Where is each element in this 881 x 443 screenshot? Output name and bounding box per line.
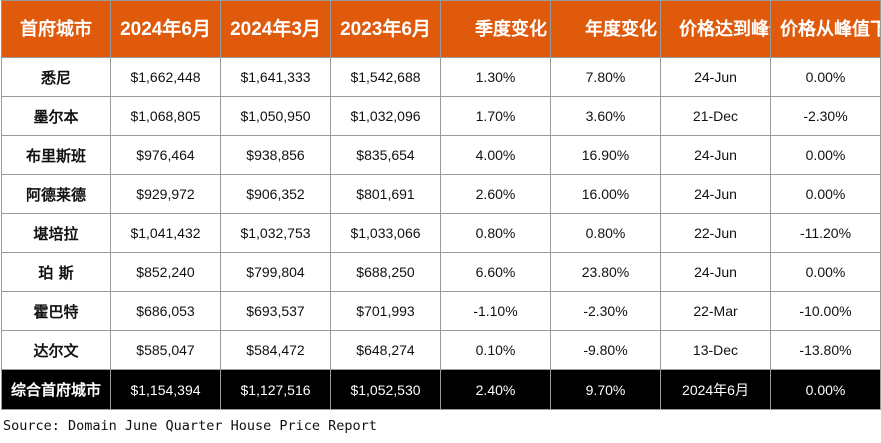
- header-city: 首府城市: [1, 0, 111, 58]
- annual-change-cell: 16.00%: [550, 174, 661, 214]
- house-price-table: 首府城市 2024年6月 2024年3月 2023年6月 季度变化 年度变化 价…: [1, 0, 881, 410]
- total-peak-date-cell: 2024年6月: [660, 369, 771, 410]
- from-peak-cell: -2.30%: [770, 96, 881, 136]
- header-mar-2024: 2024年3月: [220, 0, 331, 58]
- mar-2024-cell: $693,537: [220, 291, 331, 331]
- jun-2024-cell: $976,464: [110, 135, 221, 175]
- total-row: 综合首府城市 $1,154,394 $1,127,516 $1,052,530 2.40…: [1, 369, 881, 410]
- city-cell: 悉尼: [1, 57, 111, 97]
- jun-2023-cell: $648,274: [330, 330, 441, 370]
- peak-date-cell: 22-Jun: [660, 213, 771, 253]
- peak-date-cell: 21-Dec: [660, 96, 771, 136]
- total-from-peak-cell: 0.00%: [770, 369, 881, 410]
- header-from-peak: 价格从峰值下降: [770, 0, 881, 58]
- city-cell: 霍巴特: [1, 291, 111, 331]
- total-jun-2023-cell: $1,052,530: [330, 369, 441, 410]
- table-row: 阿德莱德 $929,972 $906,352 $801,691 2.60% 16.00% 2…: [1, 174, 881, 214]
- annual-change-cell: 3.60%: [550, 96, 661, 136]
- header-annual-change: 年度变化: [550, 0, 661, 58]
- jun-2024-cell: $852,240: [110, 252, 221, 292]
- annual-change-cell: 7.80%: [550, 57, 661, 97]
- from-peak-cell: -13.80%: [770, 330, 881, 370]
- jun-2024-cell: $1,662,448: [110, 57, 221, 97]
- jun-2023-cell: $801,691: [330, 174, 441, 214]
- table-row: 霍巴特 $686,053 $693,537 $701,993 -1.10% -2.30% 2…: [1, 291, 881, 331]
- quarterly-change-cell: 6.60%: [440, 252, 551, 292]
- table-row: 悉尼 $1,662,448 $1,641,333 $1,542,688 1.30% 7.8…: [1, 57, 881, 97]
- from-peak-cell: 0.00%: [770, 174, 881, 214]
- total-mar-2024-cell: $1,127,516: [220, 369, 331, 410]
- city-cell: 阿德莱德: [1, 174, 111, 214]
- jun-2024-cell: $1,041,432: [110, 213, 221, 253]
- jun-2023-cell: $688,250: [330, 252, 441, 292]
- from-peak-cell: 0.00%: [770, 57, 881, 97]
- from-peak-cell: -10.00%: [770, 291, 881, 331]
- jun-2024-cell: $929,972: [110, 174, 221, 214]
- table-body: 悉尼 $1,662,448 $1,641,333 $1,542,688 1.30% 7.8…: [1, 57, 881, 410]
- from-peak-cell: 0.00%: [770, 252, 881, 292]
- annual-change-cell: 16.90%: [550, 135, 661, 175]
- peak-date-cell: 13-Dec: [660, 330, 771, 370]
- from-peak-cell: -11.20%: [770, 213, 881, 253]
- jun-2023-cell: $1,033,066: [330, 213, 441, 253]
- table-row: 堪培拉 $1,041,432 $1,032,753 $1,033,066 0.80% 0.…: [1, 213, 881, 253]
- quarterly-change-cell: 0.80%: [440, 213, 551, 253]
- header-peak-date: 价格达到峰值: [660, 0, 771, 58]
- total-city-cell: 综合首府城市: [1, 369, 111, 410]
- table-row: 墨尔本 $1,068,805 $1,050,950 $1,032,096 1.70% 3.…: [1, 96, 881, 136]
- quarterly-change-cell: 1.30%: [440, 57, 551, 97]
- from-peak-cell: 0.00%: [770, 135, 881, 175]
- jun-2024-cell: $686,053: [110, 291, 221, 331]
- annual-change-cell: 23.80%: [550, 252, 661, 292]
- table-row: 达尔文 $585,047 $584,472 $648,274 0.10% -9.80% 13…: [1, 330, 881, 370]
- peak-date-cell: 24-Jun: [660, 174, 771, 214]
- quarterly-change-cell: 1.70%: [440, 96, 551, 136]
- source-note: Source: Domain June Quarter House Price …: [3, 418, 377, 434]
- mar-2024-cell: $1,641,333: [220, 57, 331, 97]
- annual-change-cell: 0.80%: [550, 213, 661, 253]
- quarterly-change-cell: 0.10%: [440, 330, 551, 370]
- table-row: 布里斯班 $976,464 $938,856 $835,654 4.00% 16.90% 2…: [1, 135, 881, 175]
- jun-2023-cell: $1,032,096: [330, 96, 441, 136]
- total-quarterly-change-cell: 2.40%: [440, 369, 551, 410]
- quarterly-change-cell: -1.10%: [440, 291, 551, 331]
- total-jun-2024-cell: $1,154,394: [110, 369, 221, 410]
- table-row: 珀 斯 $852,240 $799,804 $688,250 6.60% 23.80% 24…: [1, 252, 881, 292]
- header-quarterly-change: 季度变化: [440, 0, 551, 58]
- peak-date-cell: 24-Jun: [660, 135, 771, 175]
- jun-2023-cell: $835,654: [330, 135, 441, 175]
- jun-2023-cell: $701,993: [330, 291, 441, 331]
- annual-change-cell: -9.80%: [550, 330, 661, 370]
- header-jun-2024: 2024年6月: [110, 0, 221, 58]
- mar-2024-cell: $1,032,753: [220, 213, 331, 253]
- header-jun-2023: 2023年6月: [330, 0, 441, 58]
- jun-2024-cell: $585,047: [110, 330, 221, 370]
- jun-2024-cell: $1,068,805: [110, 96, 221, 136]
- mar-2024-cell: $906,352: [220, 174, 331, 214]
- peak-date-cell: 22-Mar: [660, 291, 771, 331]
- jun-2023-cell: $1,542,688: [330, 57, 441, 97]
- peak-date-cell: 24-Jun: [660, 252, 771, 292]
- mar-2024-cell: $938,856: [220, 135, 331, 175]
- quarterly-change-cell: 4.00%: [440, 135, 551, 175]
- header-row: 首府城市 2024年6月 2024年3月 2023年6月 季度变化 年度变化 价…: [1, 0, 881, 58]
- quarterly-change-cell: 2.60%: [440, 174, 551, 214]
- mar-2024-cell: $1,050,950: [220, 96, 331, 136]
- total-annual-change-cell: 9.70%: [550, 369, 661, 410]
- mar-2024-cell: $584,472: [220, 330, 331, 370]
- city-cell: 堪培拉: [1, 213, 111, 253]
- city-cell: 布里斯班: [1, 135, 111, 175]
- mar-2024-cell: $799,804: [220, 252, 331, 292]
- peak-date-cell: 24-Jun: [660, 57, 771, 97]
- city-cell: 达尔文: [1, 330, 111, 370]
- city-cell: 墨尔本: [1, 96, 111, 136]
- annual-change-cell: -2.30%: [550, 291, 661, 331]
- city-cell: 珀 斯: [1, 252, 111, 292]
